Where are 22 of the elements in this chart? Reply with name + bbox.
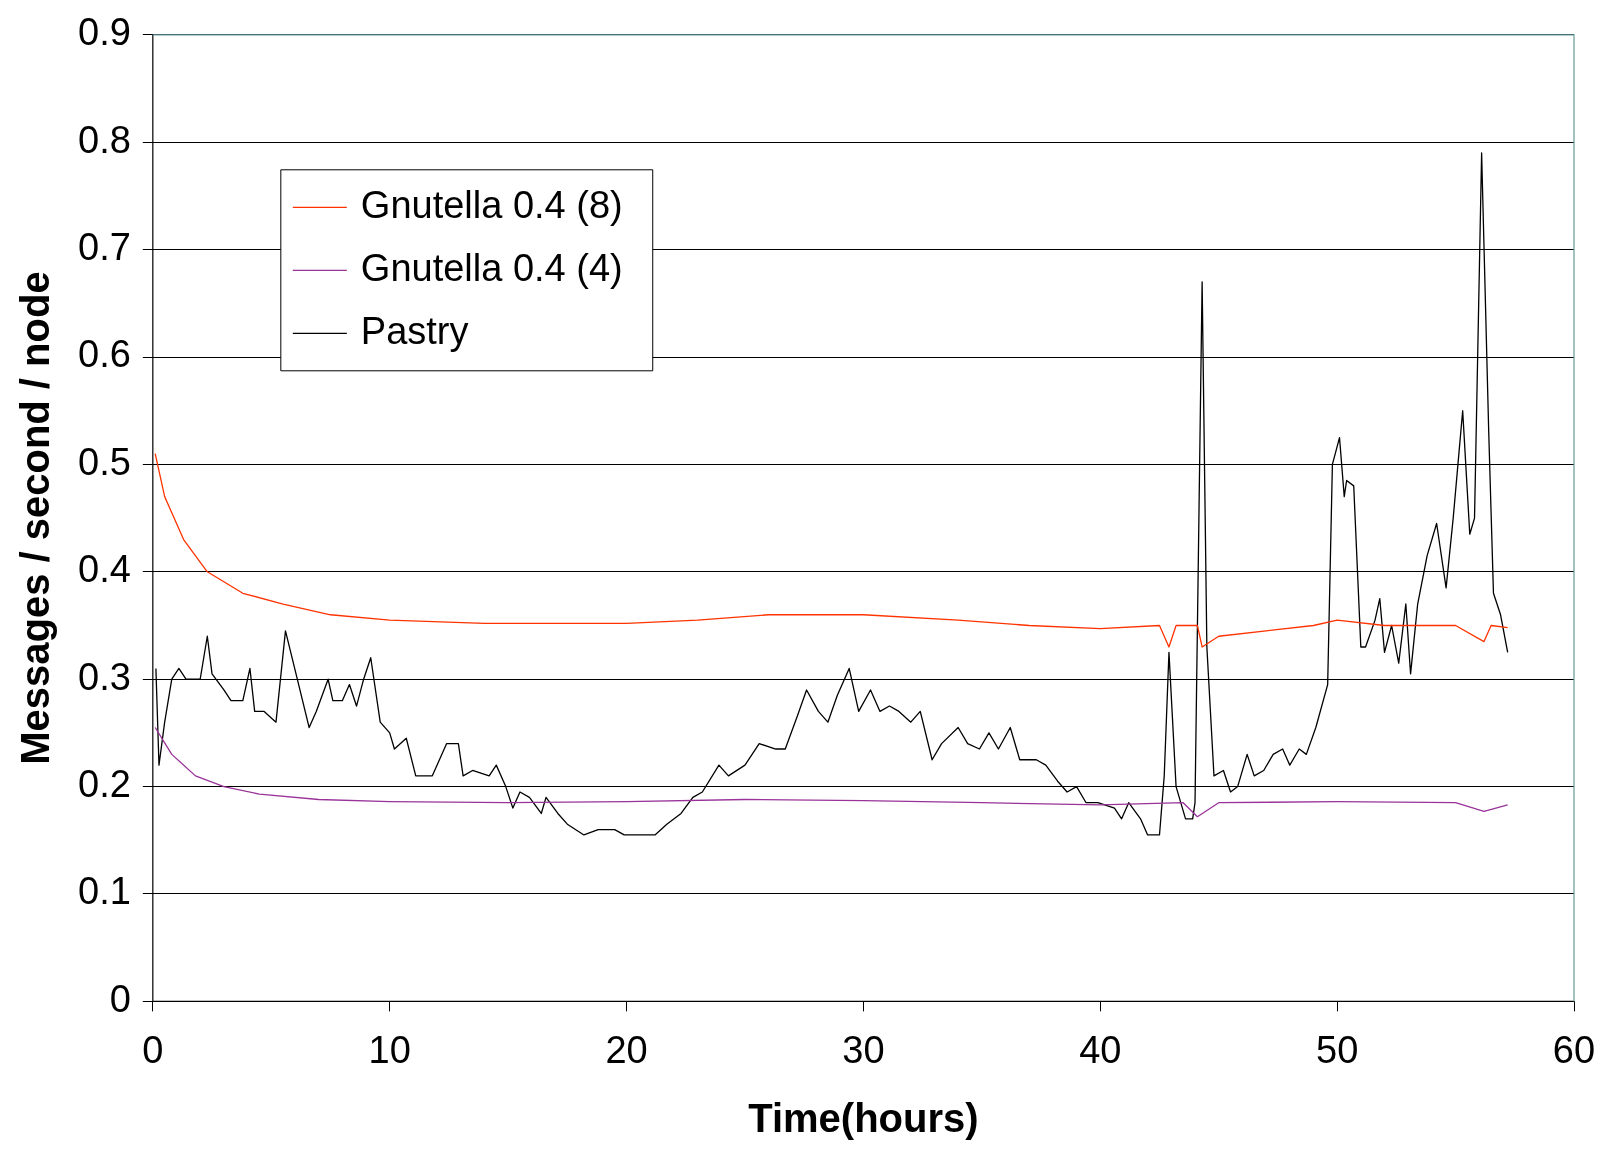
y-axis-title: Messages / second / node: [13, 271, 58, 765]
x-tick-label: 40: [1079, 1028, 1122, 1071]
y-tick-label: 0.9: [78, 11, 131, 54]
x-tick-label: 0: [142, 1028, 164, 1071]
y-tick-label: 0.5: [78, 440, 131, 483]
legend-label: Gnutella 0.4 (4): [360, 246, 623, 289]
x-tick-label: 20: [605, 1028, 648, 1071]
y-tick-label: 0.4: [78, 548, 131, 591]
y-tick-label: 0.2: [78, 763, 131, 806]
y-tick-label: 0.3: [78, 655, 131, 698]
y-tick-label: 0.8: [78, 118, 131, 161]
y-tick-label: 0: [109, 977, 131, 1020]
y-tick-label: 0.7: [78, 226, 131, 269]
legend-label: Gnutella 0.4 (8): [360, 183, 623, 226]
x-tick-label: 10: [368, 1028, 411, 1071]
x-tick-label: 60: [1552, 1028, 1596, 1071]
x-tick-label: 30: [842, 1028, 885, 1071]
x-tick-label: 50: [1316, 1028, 1359, 1071]
y-tick-label: 0.6: [78, 333, 131, 376]
legend-label: Pastry: [360, 309, 469, 352]
y-tick-label: 0.1: [78, 870, 131, 913]
x-axis-title: Time(hours): [748, 1096, 979, 1141]
